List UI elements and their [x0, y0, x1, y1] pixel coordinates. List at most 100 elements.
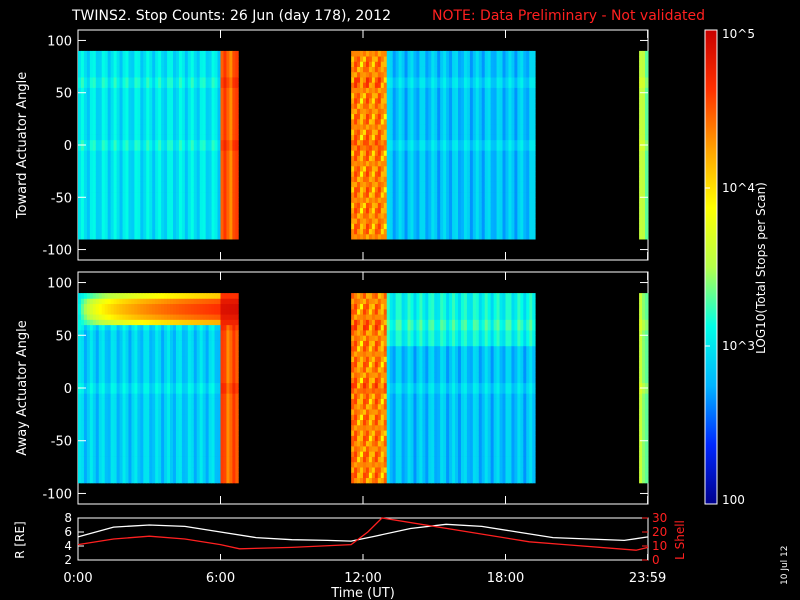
heatmap-cell	[508, 61, 512, 67]
heatmap-cell	[354, 77, 358, 83]
heatmap-cell	[446, 82, 450, 88]
heatmap-cell	[83, 150, 88, 156]
heatmap-cell	[214, 139, 218, 146]
heatmap-cell	[220, 71, 224, 78]
heatmap-cell	[229, 124, 233, 130]
heatmap-cell	[529, 181, 533, 188]
heatmap-cell	[377, 50, 382, 57]
heatmap-cell	[80, 197, 85, 203]
heatmap-cell	[413, 77, 417, 83]
heatmap-cell	[416, 233, 420, 240]
heatmap-cell	[110, 308, 115, 315]
heatmap-cell	[419, 97, 423, 104]
heatmap-cell	[92, 66, 97, 73]
heatmap-cell	[410, 218, 414, 224]
heatmap-cell	[122, 467, 126, 473]
heatmap-cell	[419, 124, 423, 130]
heatmap-cell	[460, 218, 465, 224]
heatmap-cell	[116, 382, 120, 389]
heatmap-cell	[505, 171, 509, 177]
heatmap-cell	[110, 419, 115, 426]
heatmap-cell	[520, 61, 524, 67]
heatmap-cell	[475, 87, 480, 94]
heatmap-cell	[89, 435, 94, 442]
heatmap-cell	[181, 160, 186, 167]
heatmap-cell	[83, 409, 88, 415]
heatmap-cell	[490, 87, 495, 94]
heatmap-cell	[490, 118, 495, 125]
heatmap-cell	[514, 228, 518, 235]
heatmap-cell	[481, 50, 486, 57]
heatmap-cell	[190, 71, 195, 78]
heatmap-cell	[357, 87, 361, 94]
heatmap-cell	[496, 223, 500, 230]
heatmap-cell	[181, 71, 186, 78]
heatmap-cell	[187, 66, 192, 73]
heatmap-cell	[125, 50, 129, 57]
heatmap-cell	[181, 56, 186, 62]
heatmap-cell	[80, 335, 85, 341]
heatmap-cell	[184, 176, 189, 182]
heatmap-cell	[223, 124, 227, 130]
heatmap-cell	[125, 77, 129, 83]
heatmap-cell	[493, 92, 497, 99]
heatmap-cell	[83, 324, 88, 331]
heatmap-cell	[508, 181, 512, 188]
heatmap-cell	[365, 218, 370, 224]
heatmap-cell	[196, 87, 201, 94]
heatmap-cell	[208, 186, 212, 193]
heatmap-cell	[92, 424, 97, 431]
heatmap-cell	[460, 82, 465, 88]
heatmap-cell	[363, 160, 367, 167]
heatmap-cell	[449, 50, 453, 57]
heatmap-cell	[229, 207, 233, 214]
heatmap-cell	[155, 150, 159, 156]
heatmap-cell	[119, 356, 123, 363]
heatmap-cell	[475, 129, 480, 135]
heatmap-cell	[419, 82, 423, 88]
heatmap-cell	[113, 192, 117, 198]
heatmap-cell	[398, 165, 402, 172]
heatmap-cell	[389, 160, 394, 167]
heatmap-cell	[460, 139, 465, 146]
heatmap-cell	[178, 124, 183, 130]
heatmap-cell	[113, 66, 117, 73]
heatmap-cell	[377, 218, 382, 224]
heatmap-cell	[184, 71, 189, 78]
heatmap-cell	[371, 145, 376, 151]
heatmap-cell	[458, 134, 462, 141]
heatmap-cell	[149, 97, 153, 104]
heatmap-cell	[460, 50, 465, 57]
heatmap-cell	[155, 186, 159, 193]
heatmap-cell	[505, 66, 509, 73]
heatmap-cell	[458, 50, 462, 57]
heatmap-cell	[131, 150, 135, 156]
heatmap-cell	[161, 118, 165, 125]
heatmap-cell	[89, 50, 94, 57]
heatmap-cell	[463, 108, 468, 115]
heatmap-cell	[202, 165, 207, 172]
heatmap-cell	[529, 108, 533, 115]
heatmap-cell	[134, 66, 138, 73]
heatmap-cell	[80, 228, 85, 235]
heatmap-cell	[89, 113, 94, 120]
heatmap-cell	[214, 155, 218, 162]
heatmap-cell	[481, 223, 486, 230]
heatmap-cell	[104, 430, 109, 436]
heatmap-cell	[487, 97, 492, 104]
heatmap-cell	[478, 50, 483, 57]
heatmap-cell	[437, 66, 441, 73]
heatmap-cell	[119, 66, 123, 73]
heatmap-cell	[478, 134, 483, 141]
heatmap-cell	[472, 129, 477, 135]
heatmap-cell	[122, 303, 126, 310]
heatmap-cell	[190, 77, 195, 83]
heatmap-cell	[463, 192, 468, 198]
heatmap-cell	[146, 197, 150, 203]
heatmap-cell	[389, 129, 394, 135]
heatmap-cell	[187, 103, 192, 109]
heatmap-cell	[95, 113, 100, 120]
heatmap-cell	[107, 414, 112, 421]
heatmap-cell	[419, 113, 423, 120]
heatmap-cell	[371, 129, 376, 135]
